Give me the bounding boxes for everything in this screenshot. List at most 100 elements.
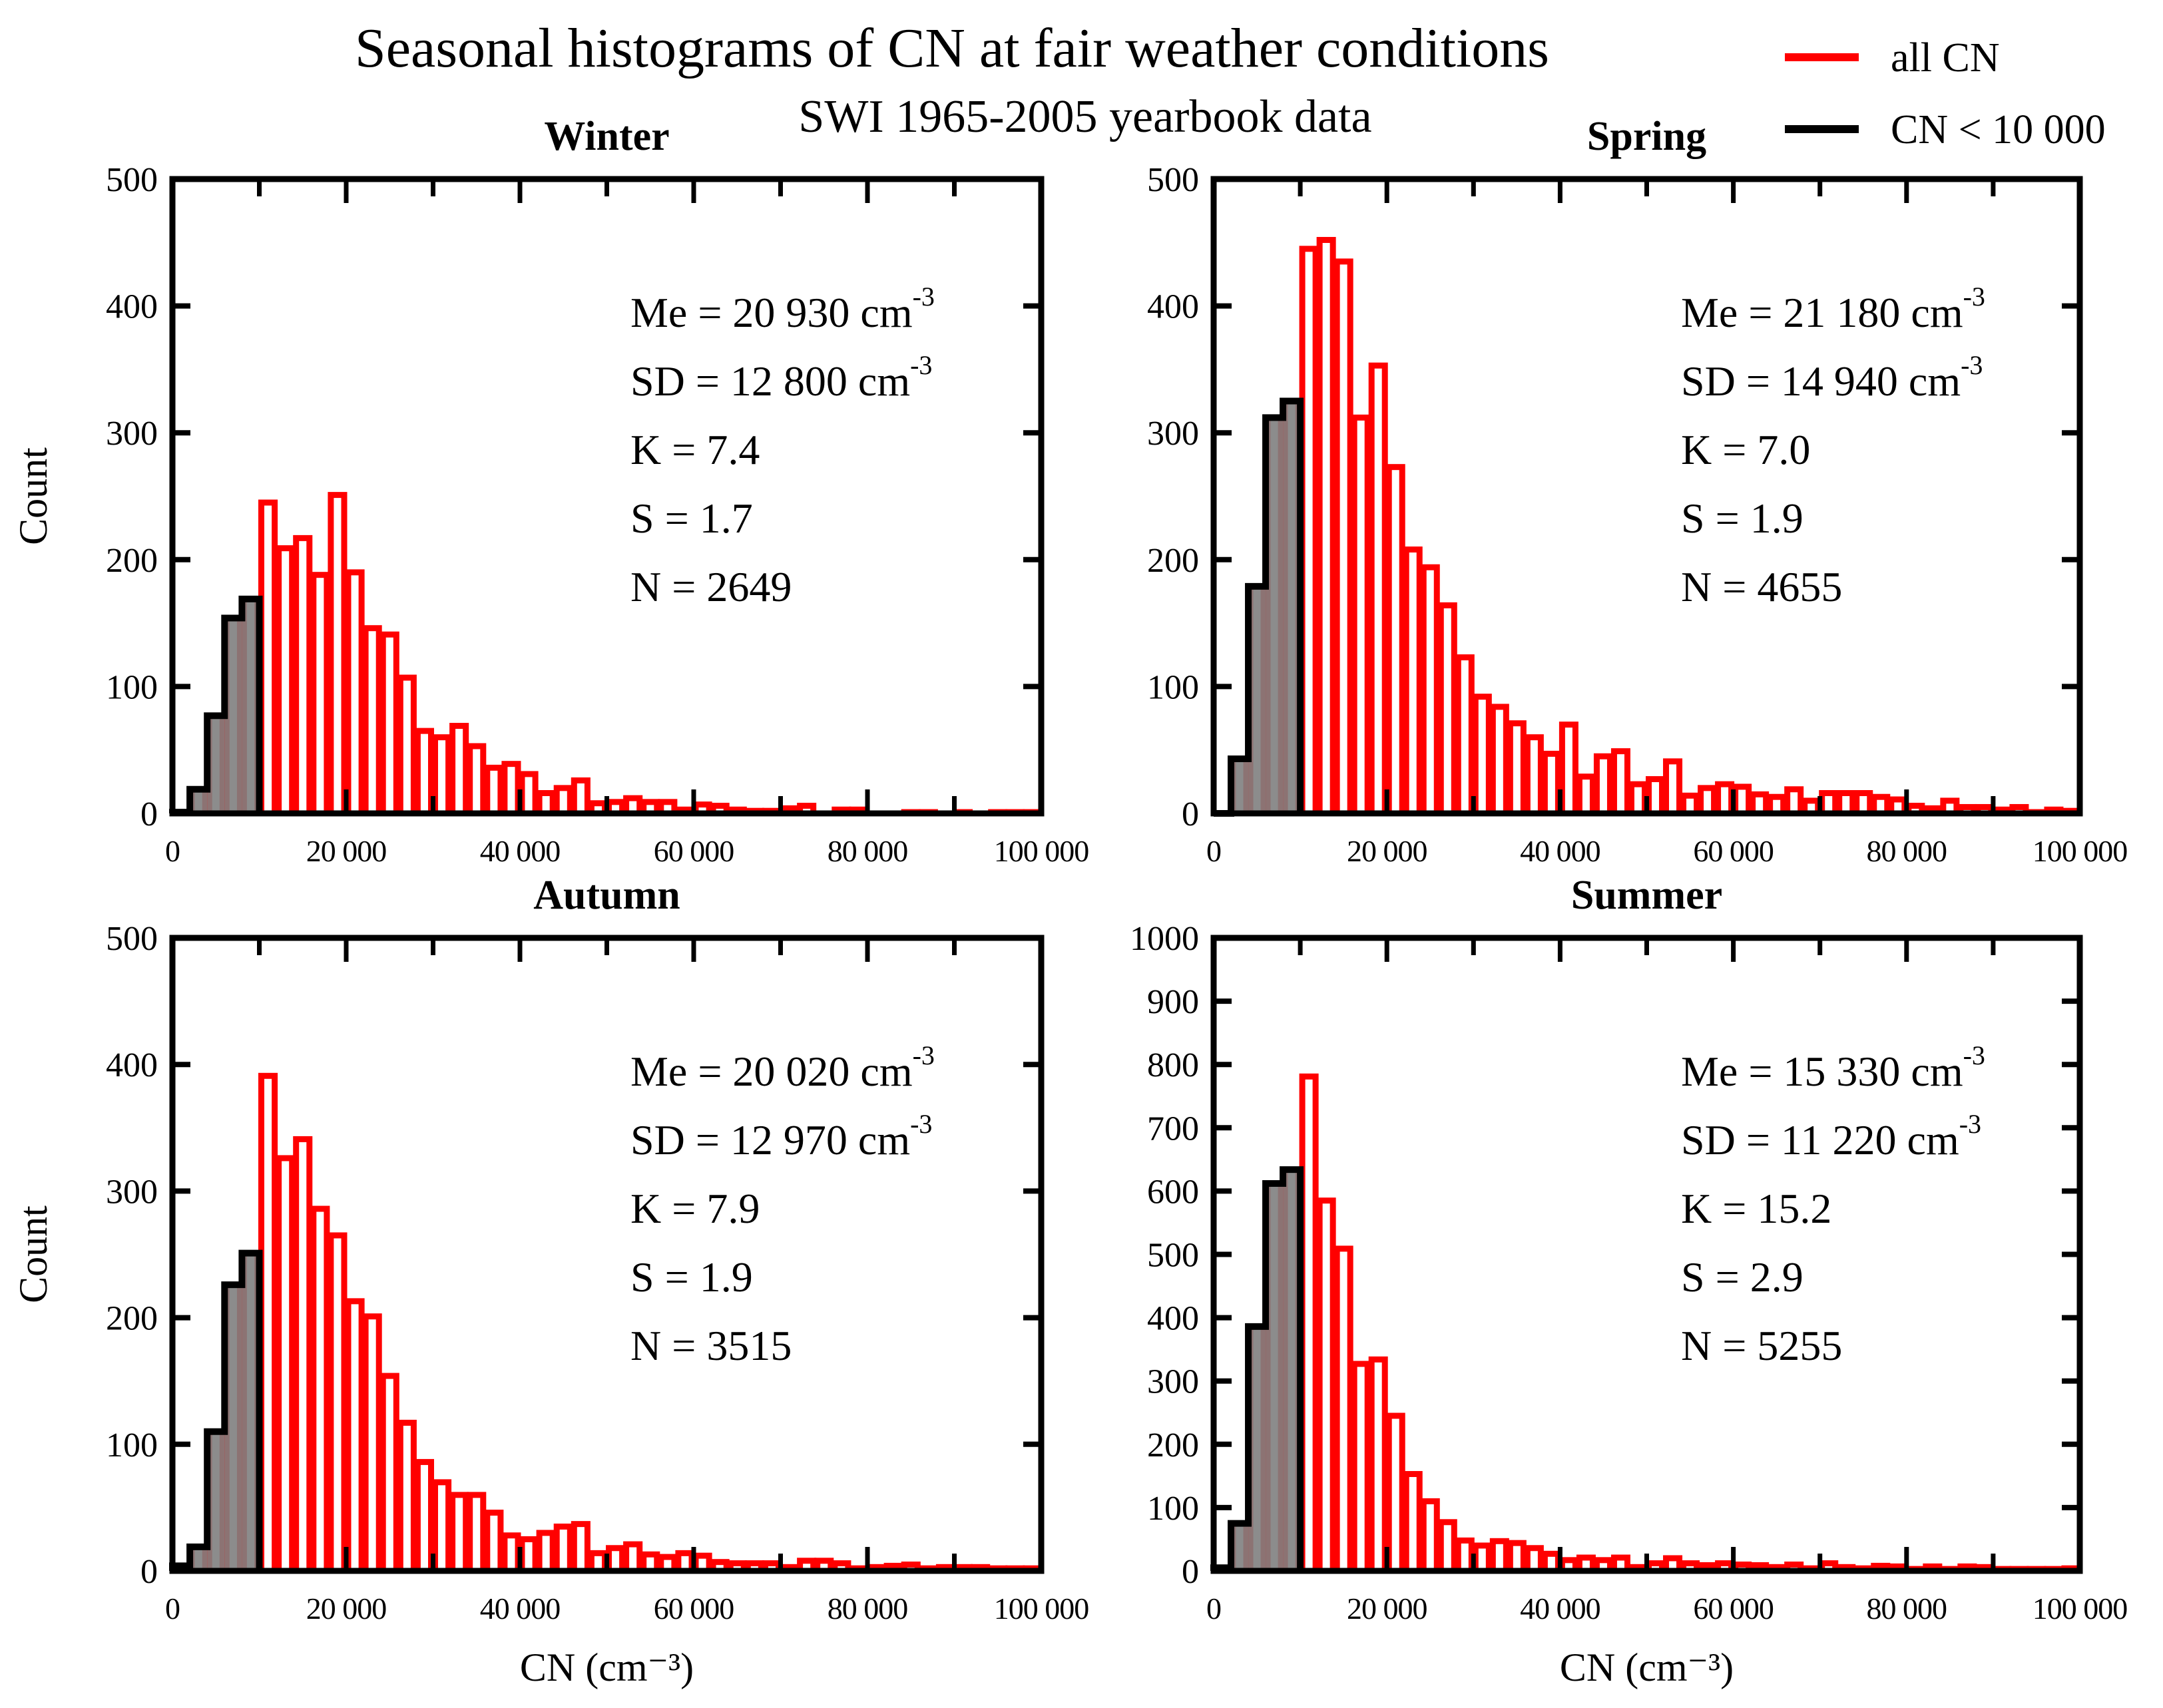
y-tick-label: 300 xyxy=(1147,1363,1199,1401)
y-tick-label: 1000 xyxy=(1130,920,1199,958)
y-tick-label: 400 xyxy=(106,288,158,326)
stat-s: S = 2.9 xyxy=(1681,1253,1803,1301)
y-tick-label: 200 xyxy=(1147,542,1199,580)
panel-title-spring: Spring xyxy=(1587,114,1706,159)
panel-title-autumn: Autumn xyxy=(533,873,680,918)
y-tick-label: 200 xyxy=(106,542,158,580)
panel-title-winter: Winter xyxy=(544,114,669,159)
plot-frame-spring xyxy=(1210,176,2083,817)
y-tick-label: 0 xyxy=(1182,1553,1199,1591)
bar-all-cn xyxy=(623,1541,643,1574)
bar-all-cn xyxy=(397,1419,417,1574)
bar-all-cn xyxy=(571,777,591,817)
y-tick-label: 500 xyxy=(1147,1237,1199,1275)
bar-all-cn xyxy=(1698,785,1718,817)
x-tick-label: 40 000 xyxy=(480,1592,561,1625)
bar-all-cn xyxy=(484,764,504,817)
x-axis-label: CN (cm⁻³) xyxy=(520,1645,694,1689)
bar-all-cn xyxy=(310,1205,330,1574)
bar-all-cn xyxy=(1316,236,1336,817)
bar-all-cn xyxy=(345,569,365,817)
bar-all-cn xyxy=(1368,1356,1388,1574)
bar-all-cn xyxy=(1420,564,1440,817)
bar-all-cn xyxy=(1715,781,1735,817)
y-tick-label: 0 xyxy=(140,1553,158,1591)
stat-s: S = 1.9 xyxy=(630,1253,753,1301)
bar-all-cn xyxy=(432,1479,452,1574)
chart-subtitle: SWI 1965-2005 yearbook data xyxy=(798,91,1371,142)
x-tick-label: 0 xyxy=(1206,1592,1221,1625)
panel-winter: 0 100 200 300 400 500 0 20 000 40 000 60 000 80 00… xyxy=(11,114,1089,868)
bar-all-cn xyxy=(1489,1538,1509,1574)
stat-unit-exponent: -3 xyxy=(913,282,935,312)
bar-all-cn xyxy=(536,1530,556,1574)
outline-cn-below-threshold xyxy=(1214,397,1304,817)
bar-all-cn xyxy=(553,785,573,817)
chart-title: Seasonal histograms of CN at fair weathe… xyxy=(355,17,1549,79)
bar-all-cn xyxy=(1316,1197,1336,1574)
bar-all-cn xyxy=(1541,750,1561,817)
stat-s: S = 1.7 xyxy=(630,495,753,542)
bar-all-cn xyxy=(1420,1498,1440,1574)
stat-k: K = 7.9 xyxy=(630,1185,760,1232)
x-axis-label: CN (cm⁻³) xyxy=(1560,1645,1734,1689)
stat-k: K = 15.2 xyxy=(1681,1185,1831,1232)
x-tick-label: 100 000 xyxy=(2033,834,2128,868)
x-tick-label: 40 000 xyxy=(1520,834,1600,868)
y-tick-label: 200 xyxy=(106,1300,158,1338)
bar-all-cn xyxy=(1333,258,1353,817)
bar-all-cn xyxy=(379,1373,399,1574)
y-tick-label: 400 xyxy=(106,1046,158,1084)
bar-all-cn xyxy=(328,492,348,817)
bar-all-cn xyxy=(1455,1537,1475,1574)
y-axis-label: Count xyxy=(11,1205,55,1303)
stat-unit-exponent: -3 xyxy=(910,350,932,380)
bar-all-cn xyxy=(449,1492,469,1574)
x-tick-label: 80 000 xyxy=(1867,1592,1947,1625)
bar-all-cn xyxy=(1507,720,1527,817)
y-tick-label: 200 xyxy=(1147,1426,1199,1464)
bar-all-cn xyxy=(536,790,556,817)
bar-all-cn xyxy=(1559,722,1578,817)
bar-all-cn xyxy=(258,1072,278,1574)
x-tick-label: 0 xyxy=(1206,834,1221,868)
y-tick-label: 0 xyxy=(140,795,158,833)
stat-sd: SD = 14 940 cm-3 xyxy=(1681,350,1983,405)
bar-all-cn xyxy=(1646,776,1666,817)
bar-all-cn xyxy=(1437,1519,1457,1574)
bar-all-cn xyxy=(1853,790,1873,817)
bar-all-cn xyxy=(1836,790,1856,817)
bar-all-cn xyxy=(1610,748,1630,817)
bar-all-cn xyxy=(1385,464,1405,817)
bar-all-cn xyxy=(519,771,539,817)
x-tick-label: 100 000 xyxy=(994,1592,1089,1625)
x-tick-label: 20 000 xyxy=(306,834,387,868)
y-tick-label: 500 xyxy=(1147,161,1199,199)
stat-unit-exponent: -3 xyxy=(913,1040,935,1070)
bar-all-cn xyxy=(1663,758,1683,817)
stat-sd: SD = 11 220 cm-3 xyxy=(1681,1109,1981,1164)
x-tick-label: 0 xyxy=(165,1592,180,1625)
plot-frame-autumn xyxy=(169,935,1045,1574)
y-tick-label: 100 xyxy=(1147,1490,1199,1528)
bar-all-cn xyxy=(414,728,435,817)
panel-summer: 0 100 200 300 400 500 600 700 800 900 1000 0 20 000 4… xyxy=(1130,873,2128,1689)
stat-me: Me = 15 330 cm-3 xyxy=(1681,1040,1985,1095)
x-tick-label: 80 000 xyxy=(1867,834,1947,868)
x-tick-label: 40 000 xyxy=(480,834,561,868)
bar-all-cn xyxy=(1628,781,1648,817)
bar-all-cn xyxy=(1819,790,1839,817)
legend: all CN CN < 10 000 xyxy=(1785,35,2106,152)
bar-all-cn xyxy=(362,625,382,817)
bar-all-cn xyxy=(1524,1545,1544,1574)
bar-all-cn xyxy=(432,734,452,817)
y-tick-label: 700 xyxy=(1147,1110,1199,1148)
legend-label-cn-below: CN < 10 000 xyxy=(1891,107,2106,152)
bar-all-cn xyxy=(1351,414,1371,817)
stat-unit-exponent: -3 xyxy=(910,1109,932,1139)
bar-all-cn xyxy=(1472,694,1492,817)
stat-unit-exponent: -3 xyxy=(1961,350,1983,380)
bar-all-cn xyxy=(1368,362,1388,817)
bar-all-cn xyxy=(467,1492,487,1574)
